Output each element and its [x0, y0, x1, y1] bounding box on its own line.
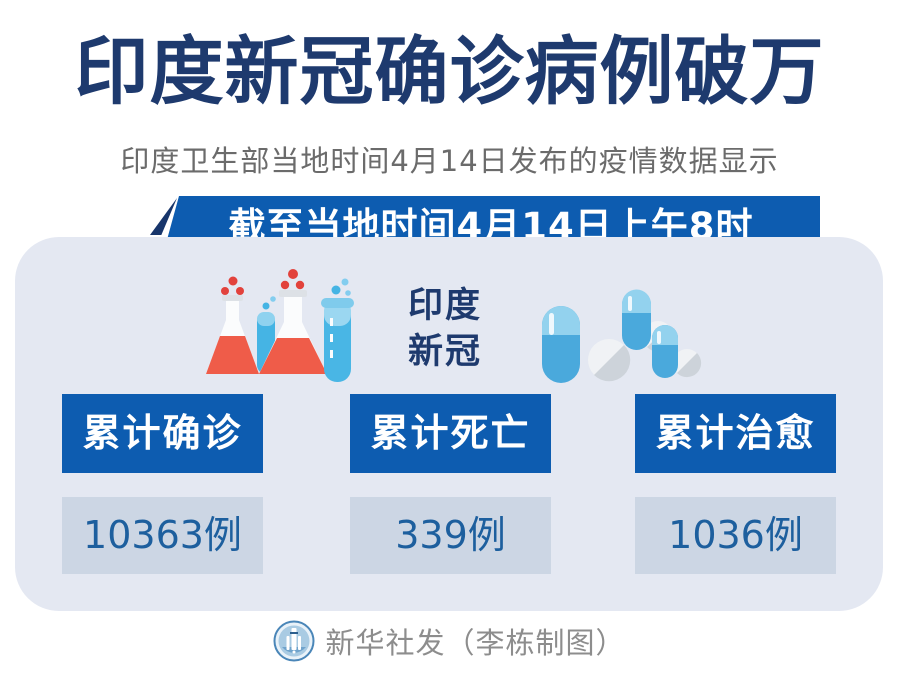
stat-label-confirmed: 累计确诊	[62, 394, 263, 473]
stat-value-deaths: 339例	[350, 497, 551, 574]
page-title: 印度新冠确诊病例破万	[74, 29, 825, 115]
xinhua-logo-icon	[273, 620, 315, 662]
stat-value-recovered: 1036例	[635, 497, 836, 574]
footer-credit: 新华社发（李栋制图）	[325, 626, 626, 660]
covid-tag-line2: 新冠	[408, 332, 483, 372]
covid-tag: 印度 新冠	[408, 283, 482, 375]
stat-label-recovered: 累计治愈	[635, 394, 836, 473]
lab-flasks-icon	[206, 269, 354, 382]
stat-value-confirmed: 10363例	[62, 497, 263, 574]
page-subtitle: 印度卫生部当地时间4月14日发布的疫情数据显示	[120, 144, 779, 178]
stat-label-deaths: 累计死亡	[350, 394, 551, 473]
footer: 新华社发（李栋制图）	[0, 620, 899, 662]
covid-tag-line1: 印度	[408, 286, 483, 326]
pills-icon	[542, 289, 702, 383]
